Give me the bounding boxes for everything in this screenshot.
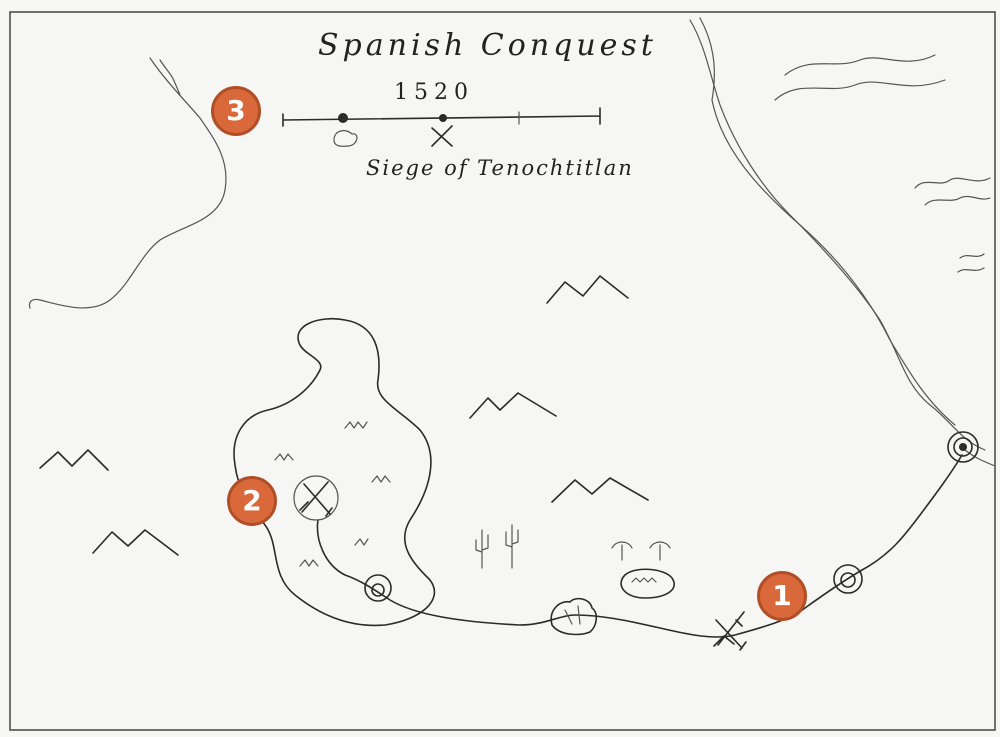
- marker-badge-1-label: 1: [772, 579, 792, 612]
- marker-badge-3[interactable]: 3: [211, 86, 261, 136]
- map-title: Spanish Conquest: [318, 28, 657, 63]
- coastline-outer: [689, 19, 986, 451]
- cactus-icons: [475, 524, 519, 569]
- marker-badge-1[interactable]: 1: [757, 571, 807, 621]
- timeline-year: 1520: [394, 80, 474, 105]
- conquest-route: [316, 454, 963, 638]
- settlement-icon-coast: [833, 564, 863, 594]
- event-label: Siege of Tenochtitlan: [366, 156, 634, 180]
- marker-badge-3-label: 3: [226, 94, 246, 127]
- settlement-icon-lake: [364, 574, 392, 602]
- coastline-inner: [699, 17, 956, 426]
- coast-east-tail: [964, 449, 996, 467]
- alliance-hands-icon: [550, 597, 598, 636]
- river-northwest-branch: [159, 59, 181, 96]
- river-northwest: [28, 57, 227, 309]
- timeline: [282, 107, 601, 147]
- port-icon: [947, 431, 979, 463]
- map-border: [9, 11, 996, 731]
- battle-site-icon: [293, 475, 339, 521]
- oasis-icon: [611, 541, 675, 599]
- marker-badge-2[interactable]: 2: [227, 476, 277, 526]
- mountains: [39, 275, 649, 556]
- lake-outline: [233, 318, 436, 627]
- lake-wave-marks: [274, 421, 391, 567]
- marker-badge-2-label: 2: [242, 484, 262, 517]
- sea-waves: [774, 54, 991, 273]
- crossed-swords-icon: [713, 611, 747, 651]
